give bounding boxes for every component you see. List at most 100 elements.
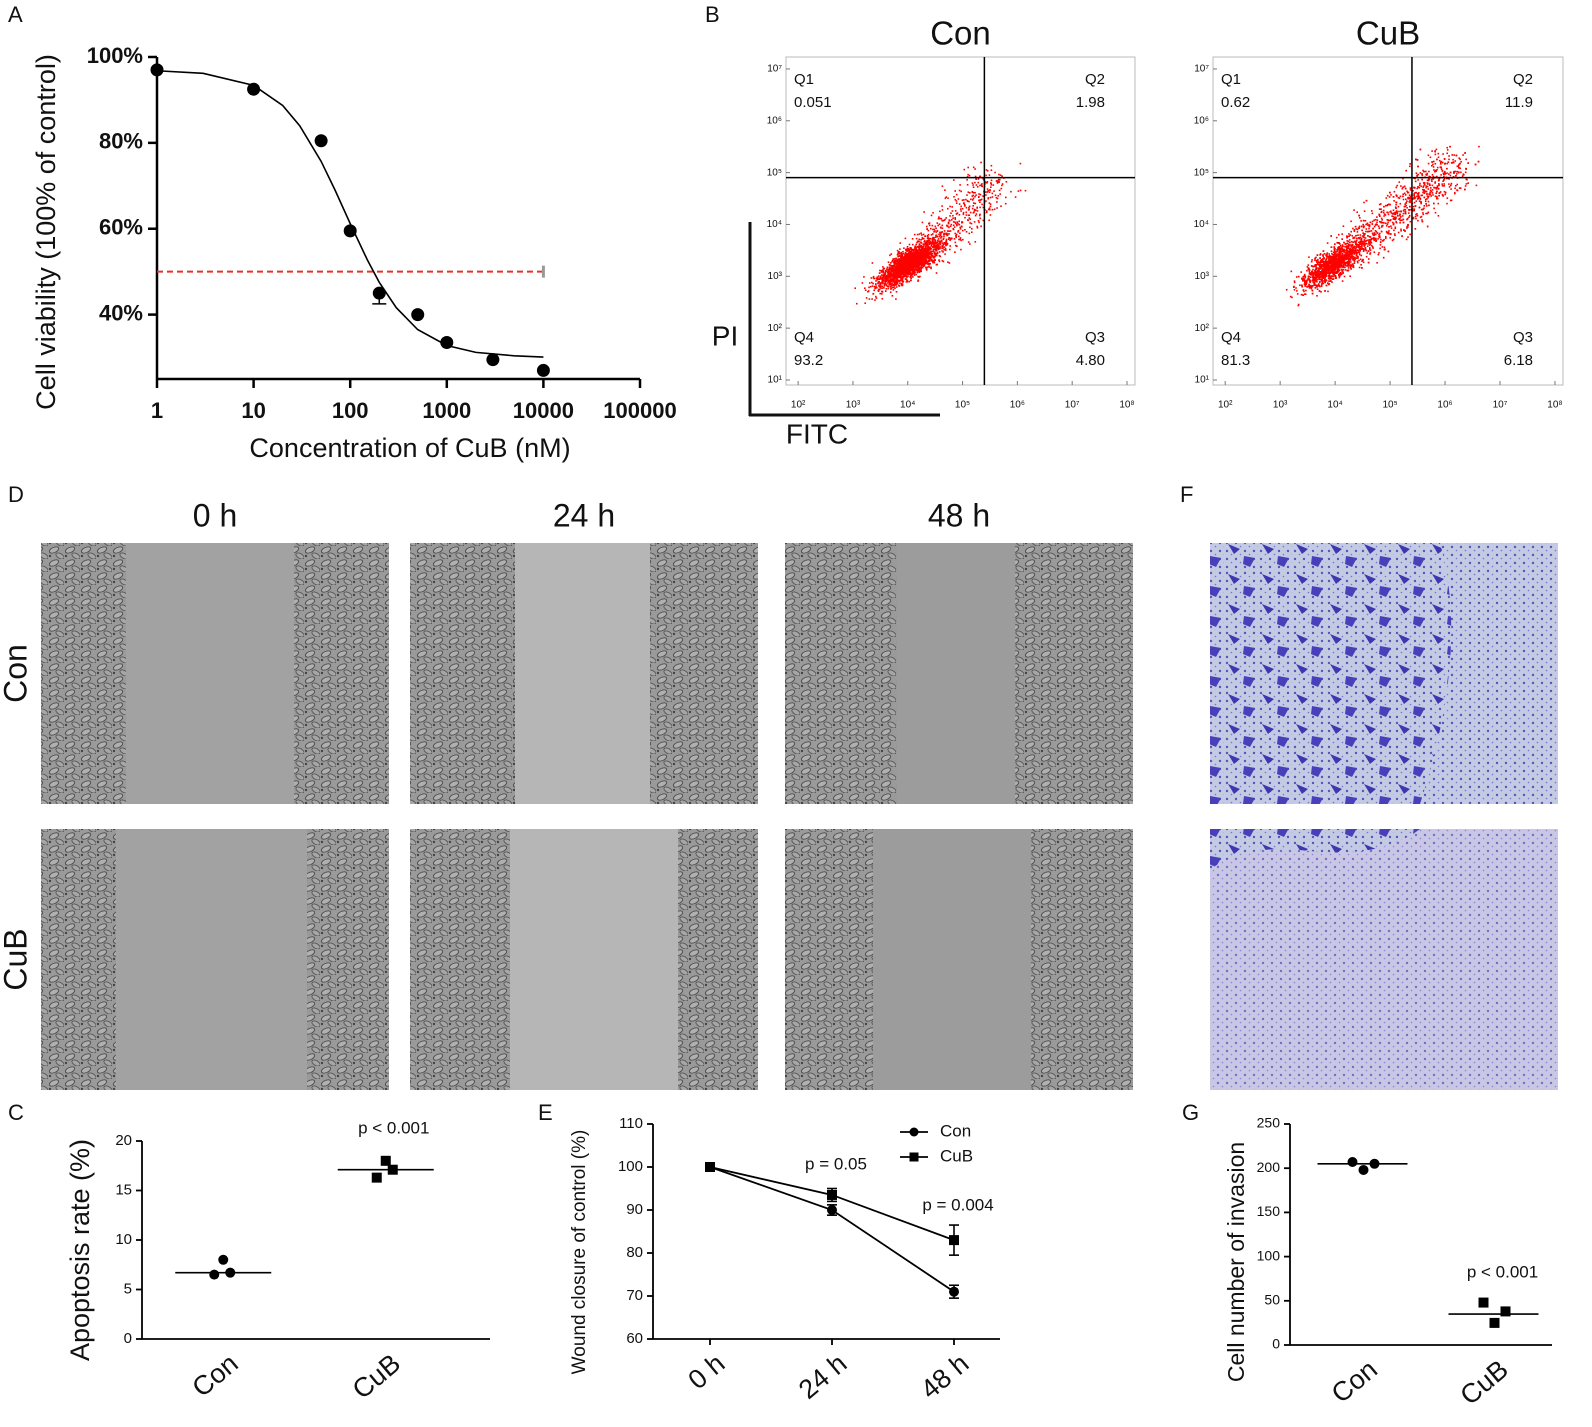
- event-dot: [1322, 265, 1325, 267]
- event-dot: [1339, 250, 1342, 252]
- event-dot: [891, 270, 893, 273]
- event-dot: [1375, 233, 1377, 236]
- event-dot: [1336, 241, 1338, 244]
- event-dot: [906, 280, 909, 283]
- event-dot: [921, 250, 924, 252]
- event-dot: [1409, 233, 1411, 236]
- event-dot: [1458, 167, 1460, 169]
- event-dot: [891, 278, 894, 281]
- event-dot: [909, 257, 912, 260]
- event-dot: [933, 251, 936, 254]
- event-dot: [913, 270, 915, 272]
- event-dot: [894, 258, 896, 260]
- event-dot: [890, 267, 892, 270]
- event-dot: [925, 268, 928, 270]
- event-dot: [1409, 197, 1412, 200]
- event-dot: [883, 277, 886, 280]
- event-dot: [1436, 190, 1438, 193]
- event-dot: [1423, 182, 1426, 184]
- event-dot: [1357, 257, 1359, 259]
- event-dot: [1454, 187, 1456, 190]
- event-dot: [1318, 265, 1321, 267]
- event-dot: [1313, 276, 1315, 278]
- event-dot: [1289, 295, 1292, 298]
- event-dot: [1351, 243, 1353, 246]
- event-dot: [877, 281, 880, 283]
- event-dot: [871, 298, 873, 300]
- event-dot: [1409, 220, 1412, 223]
- event-dot: [1353, 262, 1356, 264]
- event-dot: [916, 263, 918, 265]
- event-dot: [944, 233, 946, 235]
- event-dot: [931, 250, 934, 253]
- event-dot: [973, 209, 976, 212]
- event-dot: [976, 210, 979, 212]
- event-dot: [935, 234, 937, 237]
- event-dot: [899, 262, 902, 264]
- invasion-cells: [1210, 829, 1420, 870]
- event-dot: [971, 190, 974, 193]
- event-dot: [1436, 197, 1438, 200]
- event-dot: [1340, 263, 1343, 266]
- event-dot: [1439, 163, 1442, 165]
- event-dot: [956, 223, 958, 226]
- event-dot: [921, 259, 923, 262]
- event-dot: [993, 208, 996, 211]
- event-dot: [912, 243, 914, 246]
- event-dot: [920, 269, 922, 271]
- event-dot: [892, 279, 894, 282]
- event-dot: [915, 268, 917, 270]
- event-dot: [1305, 283, 1307, 286]
- event-dot: [959, 184, 961, 186]
- event-dot: [1323, 263, 1325, 265]
- event-dot: [1453, 154, 1455, 156]
- event-dot: [1444, 171, 1446, 174]
- event-dot: [1316, 254, 1319, 256]
- event-dot: [1396, 211, 1398, 213]
- event-dot: [1348, 254, 1351, 256]
- event-dot: [894, 281, 897, 283]
- x-axis-label: Concentration of CuB (nM): [249, 433, 570, 463]
- y-axis-label: Cell viability (100% of control): [31, 54, 61, 410]
- event-dot: [879, 292, 881, 295]
- event-dot: [1428, 178, 1430, 181]
- event-dot: [895, 282, 897, 284]
- event-dot: [928, 254, 930, 256]
- event-dot: [1396, 184, 1398, 187]
- event-dot: [1417, 194, 1420, 197]
- event-dot: [1369, 253, 1371, 255]
- event-dot: [891, 274, 893, 276]
- event-dot: [974, 209, 977, 211]
- event-dot: [921, 263, 923, 265]
- event-dot: [1321, 280, 1324, 283]
- event-dot: [1373, 219, 1375, 222]
- event-dot: [885, 280, 887, 283]
- event-dot: [971, 195, 974, 197]
- event-dot: [1341, 244, 1344, 246]
- event-dot: [1340, 258, 1342, 260]
- event-dot: [863, 276, 865, 278]
- event-dot: [950, 212, 952, 214]
- event-dot: [1429, 189, 1432, 192]
- event-dot: [1385, 225, 1388, 227]
- event-dot: [879, 287, 882, 289]
- event-dot: [1346, 252, 1349, 255]
- x-axis-label: FITC: [786, 418, 848, 449]
- event-dot: [932, 261, 934, 263]
- event-dot: [904, 251, 907, 254]
- event-dot: [875, 280, 877, 282]
- event-dot: [1363, 234, 1365, 236]
- event-dot: [1317, 272, 1320, 274]
- event-dot: [1318, 283, 1320, 285]
- event-dot: [939, 226, 942, 229]
- event-dot: [894, 262, 897, 264]
- event-dot: [1376, 223, 1378, 226]
- event-dot: [924, 247, 927, 250]
- event-dot: [1371, 210, 1373, 212]
- event-dot: [1311, 285, 1313, 288]
- event-dot: [886, 279, 889, 282]
- event-dot: [935, 249, 937, 252]
- event-dot: [864, 302, 866, 304]
- event-dot: [987, 197, 989, 200]
- event-dot: [1438, 194, 1440, 197]
